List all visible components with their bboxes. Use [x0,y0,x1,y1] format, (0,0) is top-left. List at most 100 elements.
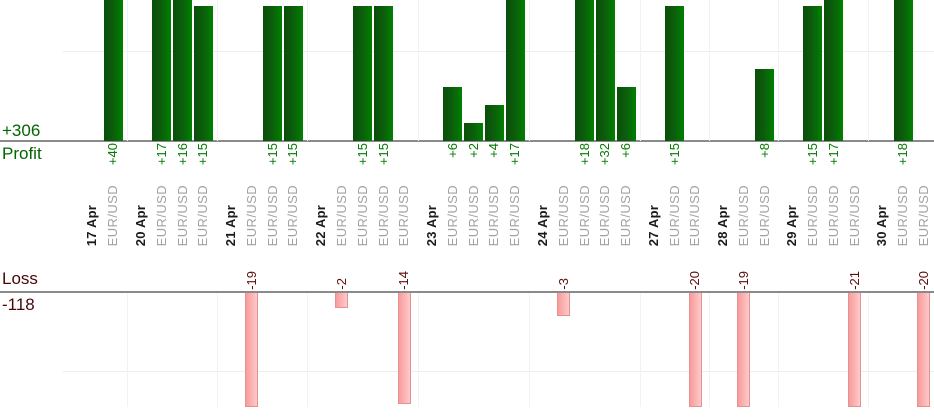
symbol-label: EUR/USD [105,184,121,246]
spacer-slot [130,143,151,185]
trade-column: +15 [352,143,373,185]
trade-column: -14 [394,264,415,290]
date-group: -21 [782,264,866,290]
trade-column [574,293,595,407]
loss-bar [737,292,751,407]
profit-value-label: +6 [444,143,460,158]
trade-column [151,293,172,407]
trade-column [803,293,824,407]
spacer-slot [782,0,803,141]
date-group [130,0,218,141]
trade-column [803,264,824,290]
spacer-slot [643,293,664,407]
trade-column [913,0,934,141]
profit-total: +306 [2,121,41,140]
date-group: +15 +17 [782,143,866,185]
trade-column [505,0,526,141]
date-group [130,264,214,290]
loss-value-label: -21 [846,270,862,290]
date-group [782,0,869,141]
date-label-slot: 21 Apr [220,182,241,246]
date-group: -20 [643,264,706,290]
trade-column [241,0,262,141]
loss-value-label: -19 [735,270,751,290]
trade-column [352,0,373,141]
date-group: 29 Apr EUR/USD EUR/USD EUR/USD [782,182,866,246]
trade-column: +18 [893,143,914,185]
trade-column [823,0,844,141]
trade-column: +6 [616,143,637,185]
profit-bar [173,0,192,141]
loss-values-band: -19 -2 -14 -3 -20 -19 -21 -20 [82,264,934,290]
date-group [532,0,642,141]
spacer-slot [130,264,151,290]
profit-value-label: +15 [195,143,211,166]
symbol-label: EUR/USD [735,184,751,246]
trade-column [262,293,283,407]
profit-bar [464,123,484,141]
trade-column: EUR/USD [394,182,415,246]
trade-column [553,0,574,141]
loss-bars-band [82,292,934,407]
trade-column [553,292,574,407]
spacer-slot [220,264,241,290]
trade-column [103,293,124,407]
spacer-slot [421,143,442,185]
trade-column: EUR/USD [616,182,637,246]
profit-value-label: +17 [825,143,841,166]
trade-column: EUR/USD [283,182,304,246]
trade-column [442,0,463,141]
profit-value-label: +18 [576,143,592,166]
trade-column: EUR/USD [505,182,526,246]
date-group: 24 Apr EUR/USD EUR/USD EUR/USD EUR/USD [532,182,636,246]
profit-value-label: +15 [285,143,301,166]
profit-bar [575,0,595,141]
date-label-slot: 22 Apr [310,182,331,246]
date-label: 29 Apr [784,204,800,246]
date-group: +15 [643,143,706,185]
symbol-label: EUR/USD [756,184,772,246]
date-group [712,292,779,407]
date-label-slot: 30 Apr [872,182,893,246]
trade-column: EUR/USD [463,182,484,246]
trade-column [283,293,304,407]
trade-column [913,292,934,407]
date-label-slot: 27 Apr [643,182,664,246]
spacer-slot [82,264,103,290]
spacer-slot [712,293,733,407]
trade-column: +18 [574,143,595,185]
trade-column: +17 [823,143,844,185]
date-group: 21 Apr EUR/USD EUR/USD EUR/USD [220,182,304,246]
profit-values-band: +40 +17 +16 +15 +15 +15 +15 +15 +6 +2 +4 +17 +18 +32 +… [82,143,934,185]
spacer-slot [532,293,553,407]
date-label: 20 Apr [132,204,148,246]
trade-column: -21 [844,264,865,290]
symbol-label: EUR/USD [666,184,682,246]
trade-column [913,143,934,185]
spacer-slot [872,293,893,407]
loss-bar [245,292,259,407]
trade-column: EUR/USD [913,182,934,246]
trade-column [463,264,484,290]
date-label-slot: 29 Apr [782,182,803,246]
profit-value-label: +17 [507,143,523,166]
profit-bar [152,0,172,141]
symbol-label: EUR/USD [825,184,841,246]
profit-value-label: +16 [174,143,190,166]
trade-column: EUR/USD [754,182,775,246]
spacer-slot [643,264,664,290]
trade-column [193,264,214,290]
symbol-label: EUR/USD [486,184,502,246]
loss-value-label: -2 [333,277,349,290]
loss-bar [557,292,571,317]
trade-column [616,293,637,407]
spacer-slot [82,143,103,185]
profit-value-label: +15 [264,143,280,166]
date-group: +18 +32 +6 [532,143,636,185]
date-group: 23 Apr EUR/USD EUR/USD EUR/USD EUR/USD [421,182,525,246]
trade-column [331,0,352,141]
date-group [82,292,128,407]
date-group: -19 [712,264,775,290]
symbol-label: EUR/USD [333,184,349,246]
date-group [643,0,710,141]
